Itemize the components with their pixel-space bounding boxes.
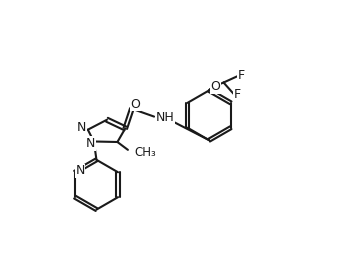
Text: N: N xyxy=(76,165,85,177)
Text: N: N xyxy=(77,121,86,134)
Text: O: O xyxy=(130,97,140,111)
Text: NH: NH xyxy=(155,111,174,124)
Text: CH₃: CH₃ xyxy=(135,146,156,159)
Text: O: O xyxy=(210,80,220,93)
Text: N: N xyxy=(86,137,95,150)
Text: F: F xyxy=(237,69,245,83)
Text: F: F xyxy=(234,88,241,101)
